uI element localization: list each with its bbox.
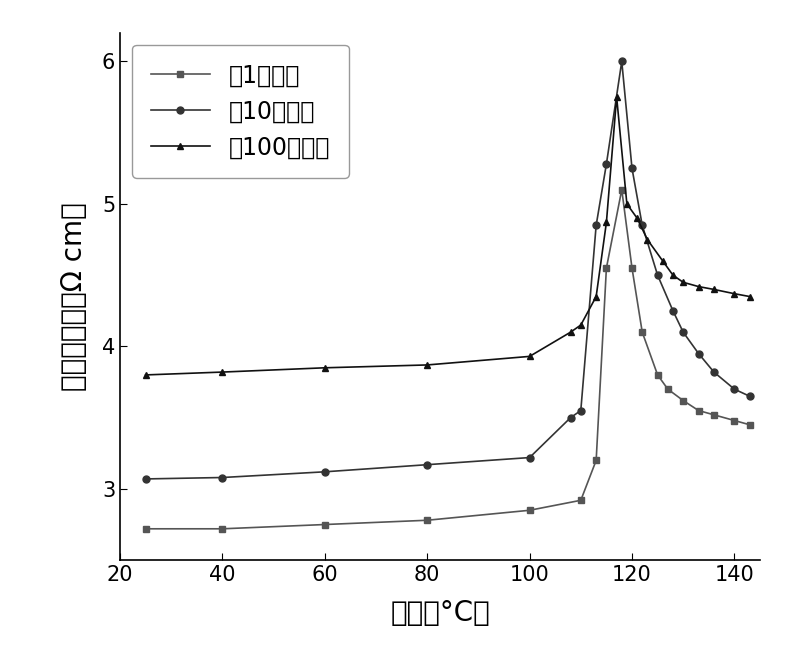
第1次加热 [653, 371, 662, 379]
第10次加热 [602, 160, 611, 168]
第10次加热 [141, 475, 150, 483]
第1次加热 [678, 397, 688, 405]
Line: 第1次加热: 第1次加热 [142, 186, 754, 532]
第10次加热 [320, 468, 330, 476]
第10次加热 [668, 307, 678, 315]
第100次加热 [745, 293, 754, 301]
第1次加热 [617, 186, 626, 194]
第10次加热 [678, 328, 688, 336]
第1次加热 [602, 264, 611, 272]
第1次加热 [218, 525, 227, 532]
第1次加热 [627, 264, 637, 272]
第1次加热 [576, 496, 586, 504]
第1次加热 [525, 506, 534, 514]
X-axis label: 温度（°C）: 温度（°C） [390, 599, 490, 627]
Legend: 第1次加热, 第10次加热, 第100次加热: 第1次加热, 第10次加热, 第100次加热 [132, 45, 349, 178]
第10次加热 [694, 349, 703, 357]
第100次加热 [591, 293, 601, 301]
第100次加热 [622, 200, 632, 208]
第100次加热 [668, 272, 678, 279]
第10次加热 [638, 221, 647, 229]
第100次加热 [612, 93, 622, 101]
第10次加热 [617, 57, 626, 65]
第100次加热 [730, 290, 739, 298]
Y-axis label: 电阻率对数（Ω cm）: 电阻率对数（Ω cm） [60, 202, 88, 391]
第10次加热 [525, 453, 534, 461]
第10次加热 [566, 414, 575, 422]
第1次加热 [730, 416, 739, 424]
第100次加热 [602, 219, 611, 227]
第100次加热 [218, 368, 227, 376]
第1次加热 [422, 516, 432, 524]
第100次加热 [141, 371, 150, 379]
第10次加热 [218, 474, 227, 482]
第100次加热 [566, 328, 575, 336]
第10次加热 [422, 461, 432, 469]
第100次加热 [642, 236, 652, 244]
Line: 第10次加热: 第10次加热 [142, 58, 754, 482]
第100次加热 [632, 214, 642, 222]
第100次加热 [576, 321, 586, 329]
第100次加热 [678, 278, 688, 286]
第100次加热 [422, 361, 432, 369]
第10次加热 [709, 368, 718, 376]
第100次加热 [525, 353, 534, 360]
第100次加热 [694, 283, 703, 291]
第1次加热 [320, 521, 330, 529]
第10次加热 [576, 407, 586, 415]
第10次加热 [627, 164, 637, 172]
第100次加热 [709, 285, 718, 293]
第10次加热 [730, 386, 739, 393]
第1次加热 [709, 411, 718, 418]
第1次加热 [694, 407, 703, 415]
第1次加热 [745, 421, 754, 429]
第10次加热 [653, 272, 662, 279]
Line: 第100次加热: 第100次加热 [142, 94, 754, 378]
第100次加热 [320, 364, 330, 372]
第1次加热 [663, 386, 673, 393]
第1次加热 [591, 457, 601, 465]
第10次加热 [591, 221, 601, 229]
第1次加热 [638, 328, 647, 336]
第10次加热 [745, 392, 754, 400]
第1次加热 [141, 525, 150, 532]
第100次加热 [658, 257, 667, 265]
